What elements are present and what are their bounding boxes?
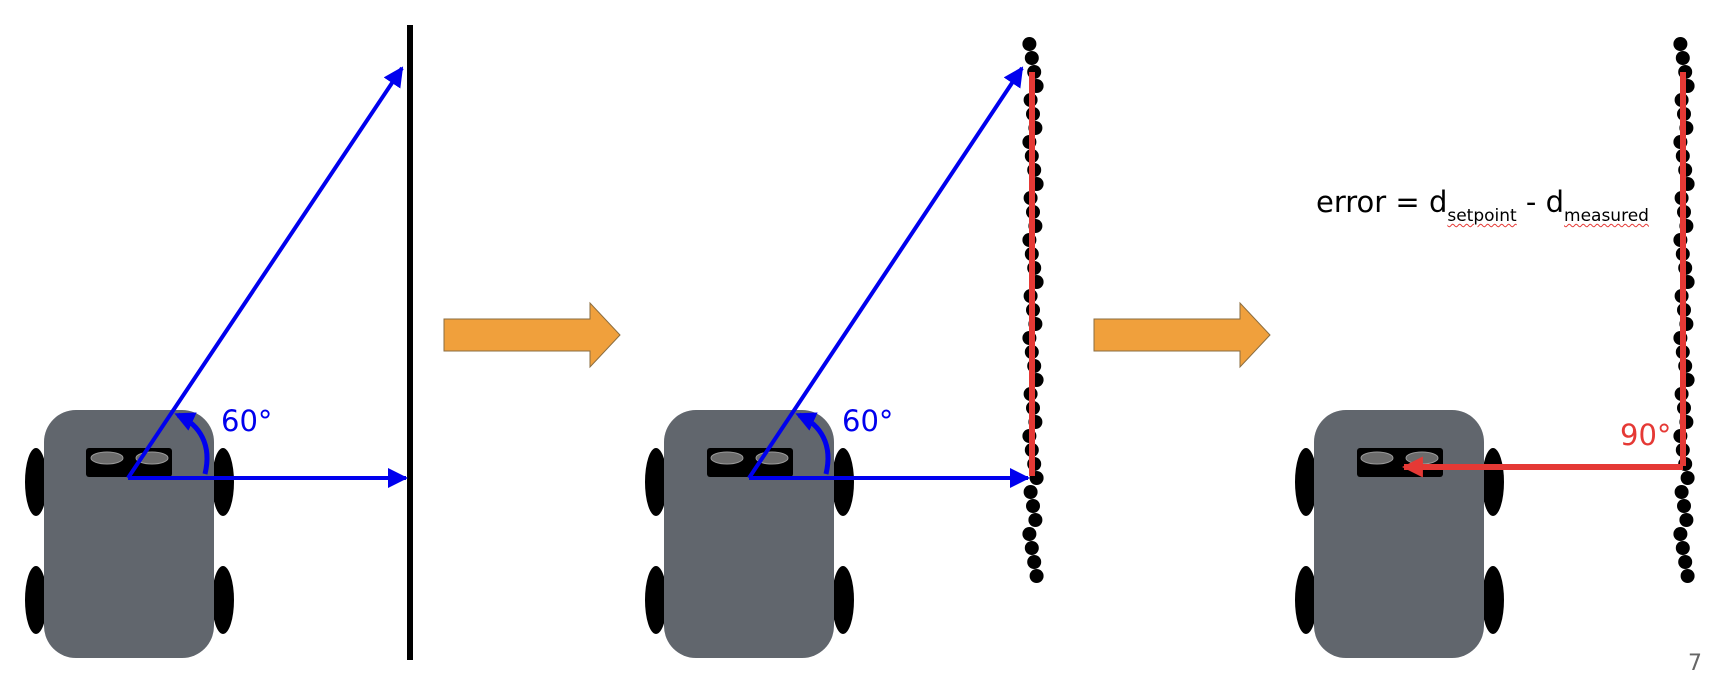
wheel [212, 566, 234, 634]
lidar-point [1022, 527, 1037, 541]
transition-arrow [1093, 301, 1271, 369]
lidar-lens [1360, 451, 1394, 465]
robot-body [44, 410, 214, 658]
lidar-point [1028, 513, 1043, 527]
wheel [25, 566, 47, 634]
lidar-point [1674, 485, 1689, 499]
lidar-point [1029, 569, 1044, 583]
angle-arc [174, 412, 210, 475]
lidar-lens [710, 451, 744, 465]
beam-60-arrow [747, 66, 1024, 480]
angle-label: 60° [221, 404, 272, 438]
wheel [1295, 448, 1317, 516]
wheel [832, 566, 854, 634]
wheel [1295, 566, 1317, 634]
lidar-point [1678, 555, 1693, 569]
lidar-point [1673, 527, 1688, 541]
lidar-point [1024, 541, 1039, 555]
lidar-lens [90, 451, 124, 465]
panel-1: 60° [25, 25, 413, 660]
lidar-point [1679, 513, 1694, 527]
equation-lhs: error = d [1316, 185, 1448, 219]
lidar-point [1675, 541, 1690, 555]
panel-2: 60° [645, 37, 1044, 658]
robot-body [664, 410, 834, 658]
transition-arrow [443, 301, 621, 369]
robot-body [1314, 410, 1484, 658]
angle-arc [795, 412, 831, 475]
lidar-point [1027, 555, 1042, 569]
angle-label: 60° [842, 404, 893, 438]
robot [645, 410, 854, 658]
lidar-point [1022, 37, 1037, 51]
wheel [645, 566, 667, 634]
lidar-point [1680, 471, 1695, 485]
error-equation: error = dsetpoint - dmeasured [1316, 185, 1649, 226]
setpoint-subscript: setpoint [1447, 206, 1517, 226]
lidar-point [1677, 499, 1691, 513]
wheel [645, 448, 667, 516]
wheel [25, 448, 47, 516]
page-number: 7 [1688, 651, 1702, 676]
lidar-point [1673, 37, 1688, 51]
wheel [212, 448, 234, 516]
wheel [1482, 448, 1504, 516]
measured-subscript: measured [1564, 206, 1649, 226]
wheel [1482, 566, 1504, 634]
equation-minus: - d [1516, 185, 1565, 219]
angle-label: 90° [1620, 418, 1671, 452]
lidar-point [1675, 51, 1690, 65]
robot [25, 410, 234, 658]
lidar-point [1680, 569, 1695, 583]
beam-60-arrow [126, 66, 404, 480]
lidar-point [1023, 485, 1038, 499]
lidar-point [1024, 51, 1039, 65]
robot [1295, 410, 1504, 658]
panel-3: 90° [1295, 37, 1695, 658]
lidar-point [1026, 499, 1040, 513]
lidar-lens [1405, 451, 1439, 465]
wheel [832, 448, 854, 516]
